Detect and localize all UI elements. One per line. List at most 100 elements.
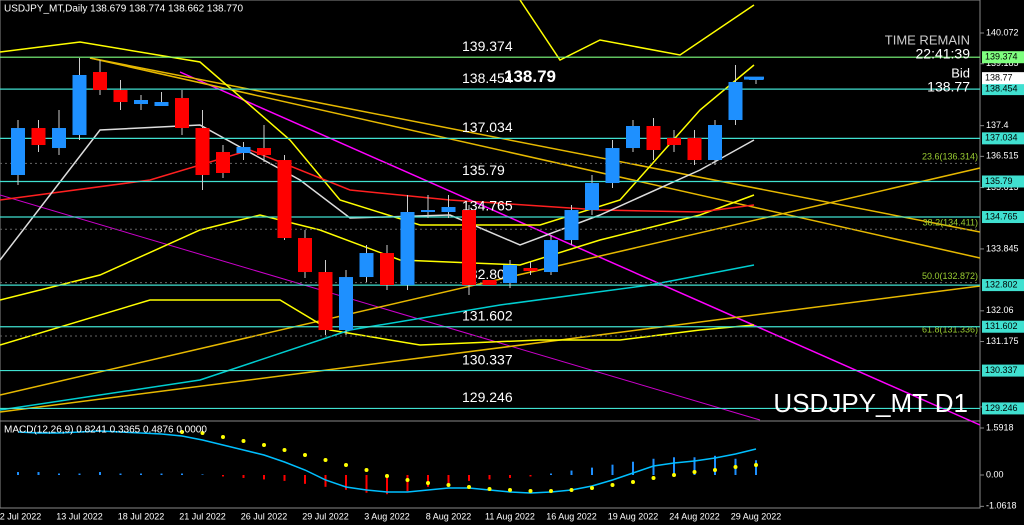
signal-dot <box>754 462 758 467</box>
y-tick-label: 0.00 <box>986 469 1004 479</box>
signal-dot <box>549 488 553 493</box>
x-tick-label: 26 Jul 2022 <box>241 511 288 521</box>
bid-value: 138.77 <box>927 79 970 95</box>
candle-body <box>441 207 456 213</box>
level-label: 131.602 <box>462 307 513 323</box>
level-label: 129.246 <box>462 389 513 405</box>
signal-dot <box>385 473 389 478</box>
candle-body <box>195 128 210 176</box>
axis-level-box <box>982 320 1024 333</box>
signal-dot <box>364 468 369 473</box>
axis-level-box <box>982 83 1024 96</box>
signal-dot <box>344 462 348 467</box>
candle-body <box>605 148 620 184</box>
candle-body <box>503 265 517 284</box>
macd-line <box>17 430 757 494</box>
candle-body <box>52 128 66 149</box>
signal-dot <box>672 472 676 477</box>
axis-level-label: 138.454 <box>985 83 1018 93</box>
candle-body <box>31 128 46 146</box>
candle-body <box>277 160 292 239</box>
bid-label: Bid <box>951 65 970 80</box>
time-remain: 22:41:39 <box>916 46 971 62</box>
signal-dot <box>180 430 184 435</box>
signal-dot <box>405 477 410 482</box>
x-tick-label: 13 Jul 2022 <box>56 511 103 521</box>
axis-level-label: 137.034 <box>985 133 1018 143</box>
signal-dot <box>508 487 512 492</box>
x-tick-label: 24 Aug 2022 <box>669 511 720 521</box>
candle-body <box>359 253 374 278</box>
axis-level-label: 139.374 <box>985 52 1018 62</box>
y-tick-label: 140.072 <box>986 27 1019 37</box>
macd-title: MACD(12,26,9) 0.8241 0.3365 0.4876 0.000… <box>4 425 207 436</box>
candle-body <box>134 99 148 105</box>
signal-dot <box>323 457 328 462</box>
x-tick-label: 19 Aug 2022 <box>608 511 659 521</box>
y-tick-label: 133.845 <box>986 243 1019 253</box>
axis-level-box <box>982 175 1024 188</box>
candle-body <box>93 72 107 91</box>
signal-dot <box>528 488 533 493</box>
watermark: USDJPY_MT D1 <box>773 388 968 418</box>
fib-label: 50.0(132.872) <box>922 271 978 281</box>
signal-dot <box>733 464 738 469</box>
trendline <box>89 57 981 259</box>
level-label: 137.034 <box>462 119 513 135</box>
x-tick-label: 29 Jul 2022 <box>302 511 349 521</box>
signal-dot <box>221 434 225 439</box>
axis-bid-label: 138.77 <box>985 73 1013 83</box>
y-tick-label: 132.06 <box>986 305 1014 315</box>
y-tick-label: 137.4 <box>986 120 1009 130</box>
fib-label: 23.6(136.314) <box>922 152 978 162</box>
moving-average <box>0 264 755 411</box>
axis-level-box <box>982 132 1024 145</box>
time-remain-label: TIME REMAIN <box>885 32 970 47</box>
y-tick-label: 131.175 <box>986 336 1019 346</box>
signal-dot <box>692 469 697 474</box>
axis-level-box <box>982 402 1024 415</box>
x-tick-label: 12 Jul 2022 <box>0 511 41 521</box>
candle-body <box>298 238 312 273</box>
y-tick-label: 1.5918 <box>986 422 1014 432</box>
candle-body <box>728 82 743 121</box>
signal-dot <box>487 486 492 491</box>
axis-level-box <box>982 51 1024 64</box>
chart-title: USDJPY_MT,Daily 138.679 138.774 138.662 … <box>4 4 243 15</box>
signal-dot <box>446 483 451 488</box>
candle-body <box>339 277 353 331</box>
x-tick-label: 29 Aug 2022 <box>731 511 782 521</box>
last-price-label: 138.79 <box>504 67 556 86</box>
axis-level-box <box>982 211 1024 224</box>
candle-body <box>72 74 87 136</box>
axis-level-label: 131.602 <box>985 321 1018 331</box>
axis-level-label: 132.802 <box>985 279 1018 289</box>
axis-level-label: 129.246 <box>985 403 1018 413</box>
candle-body <box>462 210 476 286</box>
x-tick-label: 3 Aug 2022 <box>364 511 410 521</box>
x-tick-label: 11 Aug 2022 <box>485 511 535 521</box>
bollinger-lower <box>0 299 755 346</box>
signal-dot <box>200 430 205 435</box>
level-label: 135.79 <box>462 162 505 178</box>
candle-body <box>318 272 333 331</box>
fib-label: 38.2(134.411) <box>923 218 978 228</box>
signal-dot <box>610 483 615 488</box>
axis-bid-box <box>982 72 1024 85</box>
trendline <box>0 285 981 413</box>
signal-dot <box>262 442 266 447</box>
signal-dot <box>282 447 287 452</box>
candle-body <box>421 210 435 213</box>
marks: 140.072139.185137.4136.515135.615133.845… <box>0 27 1024 521</box>
axis-level-box <box>982 279 1024 292</box>
axis-level-label: 134.765 <box>985 211 1018 221</box>
level-label: 138.454 <box>462 70 513 86</box>
candle-body <box>646 126 661 151</box>
level-label: 130.337 <box>462 351 513 367</box>
signal-dot <box>426 480 430 485</box>
axis-level-box <box>982 364 1024 377</box>
candle-body <box>482 280 497 286</box>
candle-body <box>523 268 538 272</box>
candle-body <box>708 125 722 161</box>
